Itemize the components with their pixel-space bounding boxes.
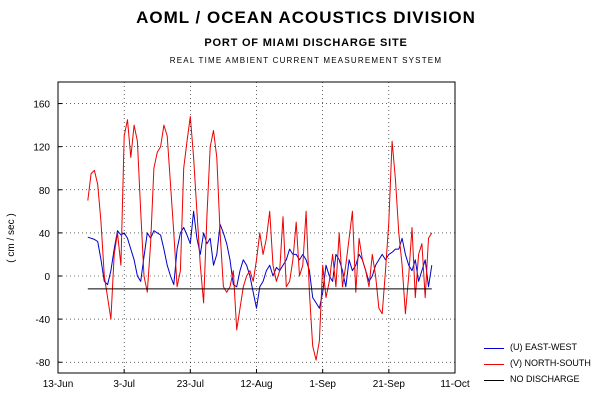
- system-label: REAL TIME AMBIENT CURRENT MEASUREMENT SY…: [169, 56, 443, 65]
- series-lines: [87, 116, 433, 361]
- y-tick-label: 40: [39, 229, 51, 240]
- y-axis-ticks: 160 120 80 40 0 -40 -80: [33, 100, 62, 369]
- plot-frame: [57, 81, 456, 374]
- x-tick-label: 1-Sep: [309, 379, 336, 390]
- x-tick-label: 13-Jun: [43, 379, 74, 390]
- x-axis-ticks: 13-Jun 3-Jul 23-Jul 12-Aug 1-Sep 21-Sep 11-Oct: [43, 369, 470, 390]
- legend-label-no-discharge: NO DISCHARGE: [510, 374, 580, 384]
- grid-lines: [57, 82, 456, 373]
- x-tick-label: 23-Jul: [177, 379, 204, 390]
- legend-label-north-south: (V) NORTH-SOUTH: [510, 358, 591, 368]
- y-axis-label: ( cm / sec ): [6, 213, 17, 262]
- series-line-1: [87, 116, 433, 361]
- chart-title: AOML / OCEAN ACOUSTICS DIVISION: [136, 8, 476, 27]
- x-tick-label: 21-Sep: [373, 379, 406, 390]
- legend-swatch-north-south: [484, 364, 504, 365]
- y-tick-label: -40: [36, 315, 51, 326]
- y-tick-label: -80: [36, 358, 51, 369]
- legend-swatch-no-discharge: [484, 380, 504, 381]
- legend-swatch-east-west: [484, 348, 504, 349]
- chart-subtitle: PORT OF MIAMI DISCHARGE SITE: [204, 37, 408, 49]
- series-line-0: [87, 210, 433, 309]
- x-tick-label: 3-Jul: [113, 379, 135, 390]
- x-tick-label: 12-Aug: [240, 379, 272, 390]
- y-tick-label: 120: [33, 143, 50, 154]
- legend-label-east-west: (U) EAST-WEST: [510, 342, 577, 352]
- y-tick-label: 80: [39, 186, 51, 197]
- y-tick-label: 160: [33, 100, 50, 111]
- x-tick-label: 11-Oct: [440, 379, 469, 390]
- y-tick-label: 0: [44, 272, 50, 283]
